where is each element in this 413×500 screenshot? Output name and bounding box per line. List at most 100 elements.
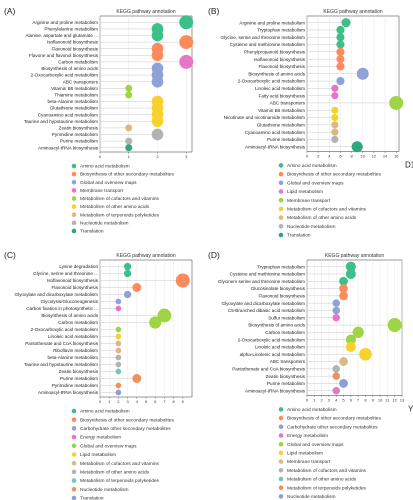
category-label: Carbon metabolism xyxy=(58,320,98,325)
category-label: Isoflavonoid biosynthesis xyxy=(254,57,306,62)
data-point xyxy=(125,144,133,152)
data-point xyxy=(115,354,122,361)
chart-title: KEGG pathway annotation xyxy=(116,253,175,259)
data-point xyxy=(339,291,348,301)
category-label: Biosynthesis of amino acids xyxy=(248,323,305,328)
legend-label: Lipid metabolism xyxy=(80,452,116,458)
x-tick-label: 14 xyxy=(383,153,388,158)
data-point xyxy=(339,276,348,286)
data-point xyxy=(331,106,339,114)
legend-label: Global and overview maps xyxy=(287,442,344,448)
data-point xyxy=(115,333,122,340)
chart-title: KEGG pathway annotation xyxy=(116,9,175,15)
category-label: Purine metabolism xyxy=(267,137,305,142)
category-label: Glucosinolate biosynthesis xyxy=(251,286,306,291)
panel-label: (A) xyxy=(4,6,16,16)
data-point xyxy=(115,298,122,305)
category-label: Zeatin biosynthesis xyxy=(59,369,99,374)
plot-frame xyxy=(306,259,403,396)
x-tick-label: 1 xyxy=(108,399,111,404)
category-label: Phenylalanine metabolism xyxy=(44,27,98,32)
data-point xyxy=(115,382,122,389)
legend-label: Membrane transport xyxy=(80,188,124,194)
legend-label: Metabolism of cofactors and vitamins xyxy=(80,461,160,467)
category-label: 2-Oxocarboxylic acid metabolism xyxy=(238,337,306,342)
category-label: Biosynthesis of amino acids xyxy=(41,313,98,318)
category-label: Glycolysis/Gluconeogenesis xyxy=(41,299,99,304)
legend-swatch xyxy=(71,179,77,185)
x-tick-label: 0 xyxy=(99,399,102,404)
data-point xyxy=(356,67,369,80)
data-point xyxy=(115,340,122,347)
panel-label: (B) xyxy=(208,6,220,16)
category-label: Carbon metabolism xyxy=(58,60,98,65)
data-point xyxy=(387,318,402,333)
legend-swatch xyxy=(278,450,284,456)
category-label: Zeatin biosynthesis xyxy=(266,374,306,379)
legend-swatch xyxy=(278,206,284,212)
x-tick-label: 1 xyxy=(313,397,316,402)
x-tick-label: 7 xyxy=(163,399,166,404)
category-label: Nicotinate and nicotinamide metabolism xyxy=(224,115,305,120)
x-tick-label: 8 xyxy=(364,397,367,402)
legend-swatch xyxy=(71,434,77,440)
data-point xyxy=(345,261,356,272)
category-label: Biosynthesis of amino acids xyxy=(41,66,98,71)
data-point xyxy=(331,113,339,122)
panel-label: (C) xyxy=(4,250,16,260)
data-point xyxy=(345,334,356,345)
x-tick-label: 3 xyxy=(185,154,188,159)
data-point xyxy=(179,54,194,69)
category-label: beta-Alanine metabolism xyxy=(47,99,98,104)
data-point xyxy=(332,372,340,380)
data-point xyxy=(332,299,340,307)
category-label: Fatty acid biosynthesis xyxy=(259,93,306,98)
x-tick-label: 2 xyxy=(320,397,323,402)
legend-label: Biosynthesis of other secondary metaboli… xyxy=(287,416,381,422)
data-point xyxy=(115,305,122,312)
x-tick-label: 10 xyxy=(378,397,383,402)
data-point xyxy=(352,326,364,339)
legend-swatch xyxy=(278,189,284,194)
data-point xyxy=(359,347,372,361)
category-label: Riboflavin metabolism xyxy=(53,348,98,353)
data-point xyxy=(115,347,122,354)
legend-swatch xyxy=(71,204,77,209)
data-point xyxy=(331,121,339,129)
data-point xyxy=(332,313,340,322)
category-label: Cysteine and methionine metabolism xyxy=(230,42,305,47)
category-label: Linoleic acid metabolism xyxy=(255,345,305,350)
category-label: ABC transporters xyxy=(270,101,306,106)
legend-swatch xyxy=(278,441,284,447)
category-label: Cyanoamino acid metabolism xyxy=(245,130,305,135)
panel-2: (B) KEGG pathway annotation 0 2 4 6 8 10 12 14 16 A… xyxy=(208,6,413,239)
data-point xyxy=(179,15,194,30)
x-tick-label: 12 xyxy=(392,397,397,402)
x-tick-label: 5 xyxy=(342,397,345,402)
data-point xyxy=(351,141,363,153)
data-point xyxy=(336,40,345,49)
category-label: C5-Branched dibasic acid metabolism xyxy=(228,308,305,313)
data-point xyxy=(332,386,340,395)
category-label: Glycine, serine and threonine metabolism xyxy=(220,35,305,40)
panel-3: (C) KEGG pathway annotation 0 1 2 3 4 5 6 7 8 9 Lysi… xyxy=(4,250,193,500)
legend-swatch xyxy=(278,459,284,464)
category-label: Glutathione metabolism xyxy=(257,122,305,127)
legend-label: Amino acid metabolism xyxy=(80,164,130,170)
data-point xyxy=(336,33,345,42)
category-label: Vitamin B6 metabolism xyxy=(258,108,305,113)
category-label: Alanine, aspartate and glutamate ... xyxy=(25,33,98,38)
category-label: Glycine, serine and threonine ... xyxy=(33,271,98,276)
x-tick-label: 4 xyxy=(328,153,331,158)
data-point xyxy=(336,76,345,86)
legend-label: Amino acid metabolism xyxy=(287,163,337,169)
data-point xyxy=(115,326,122,333)
legend-label: Metabolism of other amino acids xyxy=(287,477,357,483)
x-tick-label: 10 xyxy=(361,153,366,158)
chart-title: KEGG pathway annotation xyxy=(323,9,382,15)
group-side-label: D10 xyxy=(405,160,413,169)
legend-label: Membrane transport xyxy=(287,198,331,204)
legend-swatch xyxy=(278,485,284,491)
